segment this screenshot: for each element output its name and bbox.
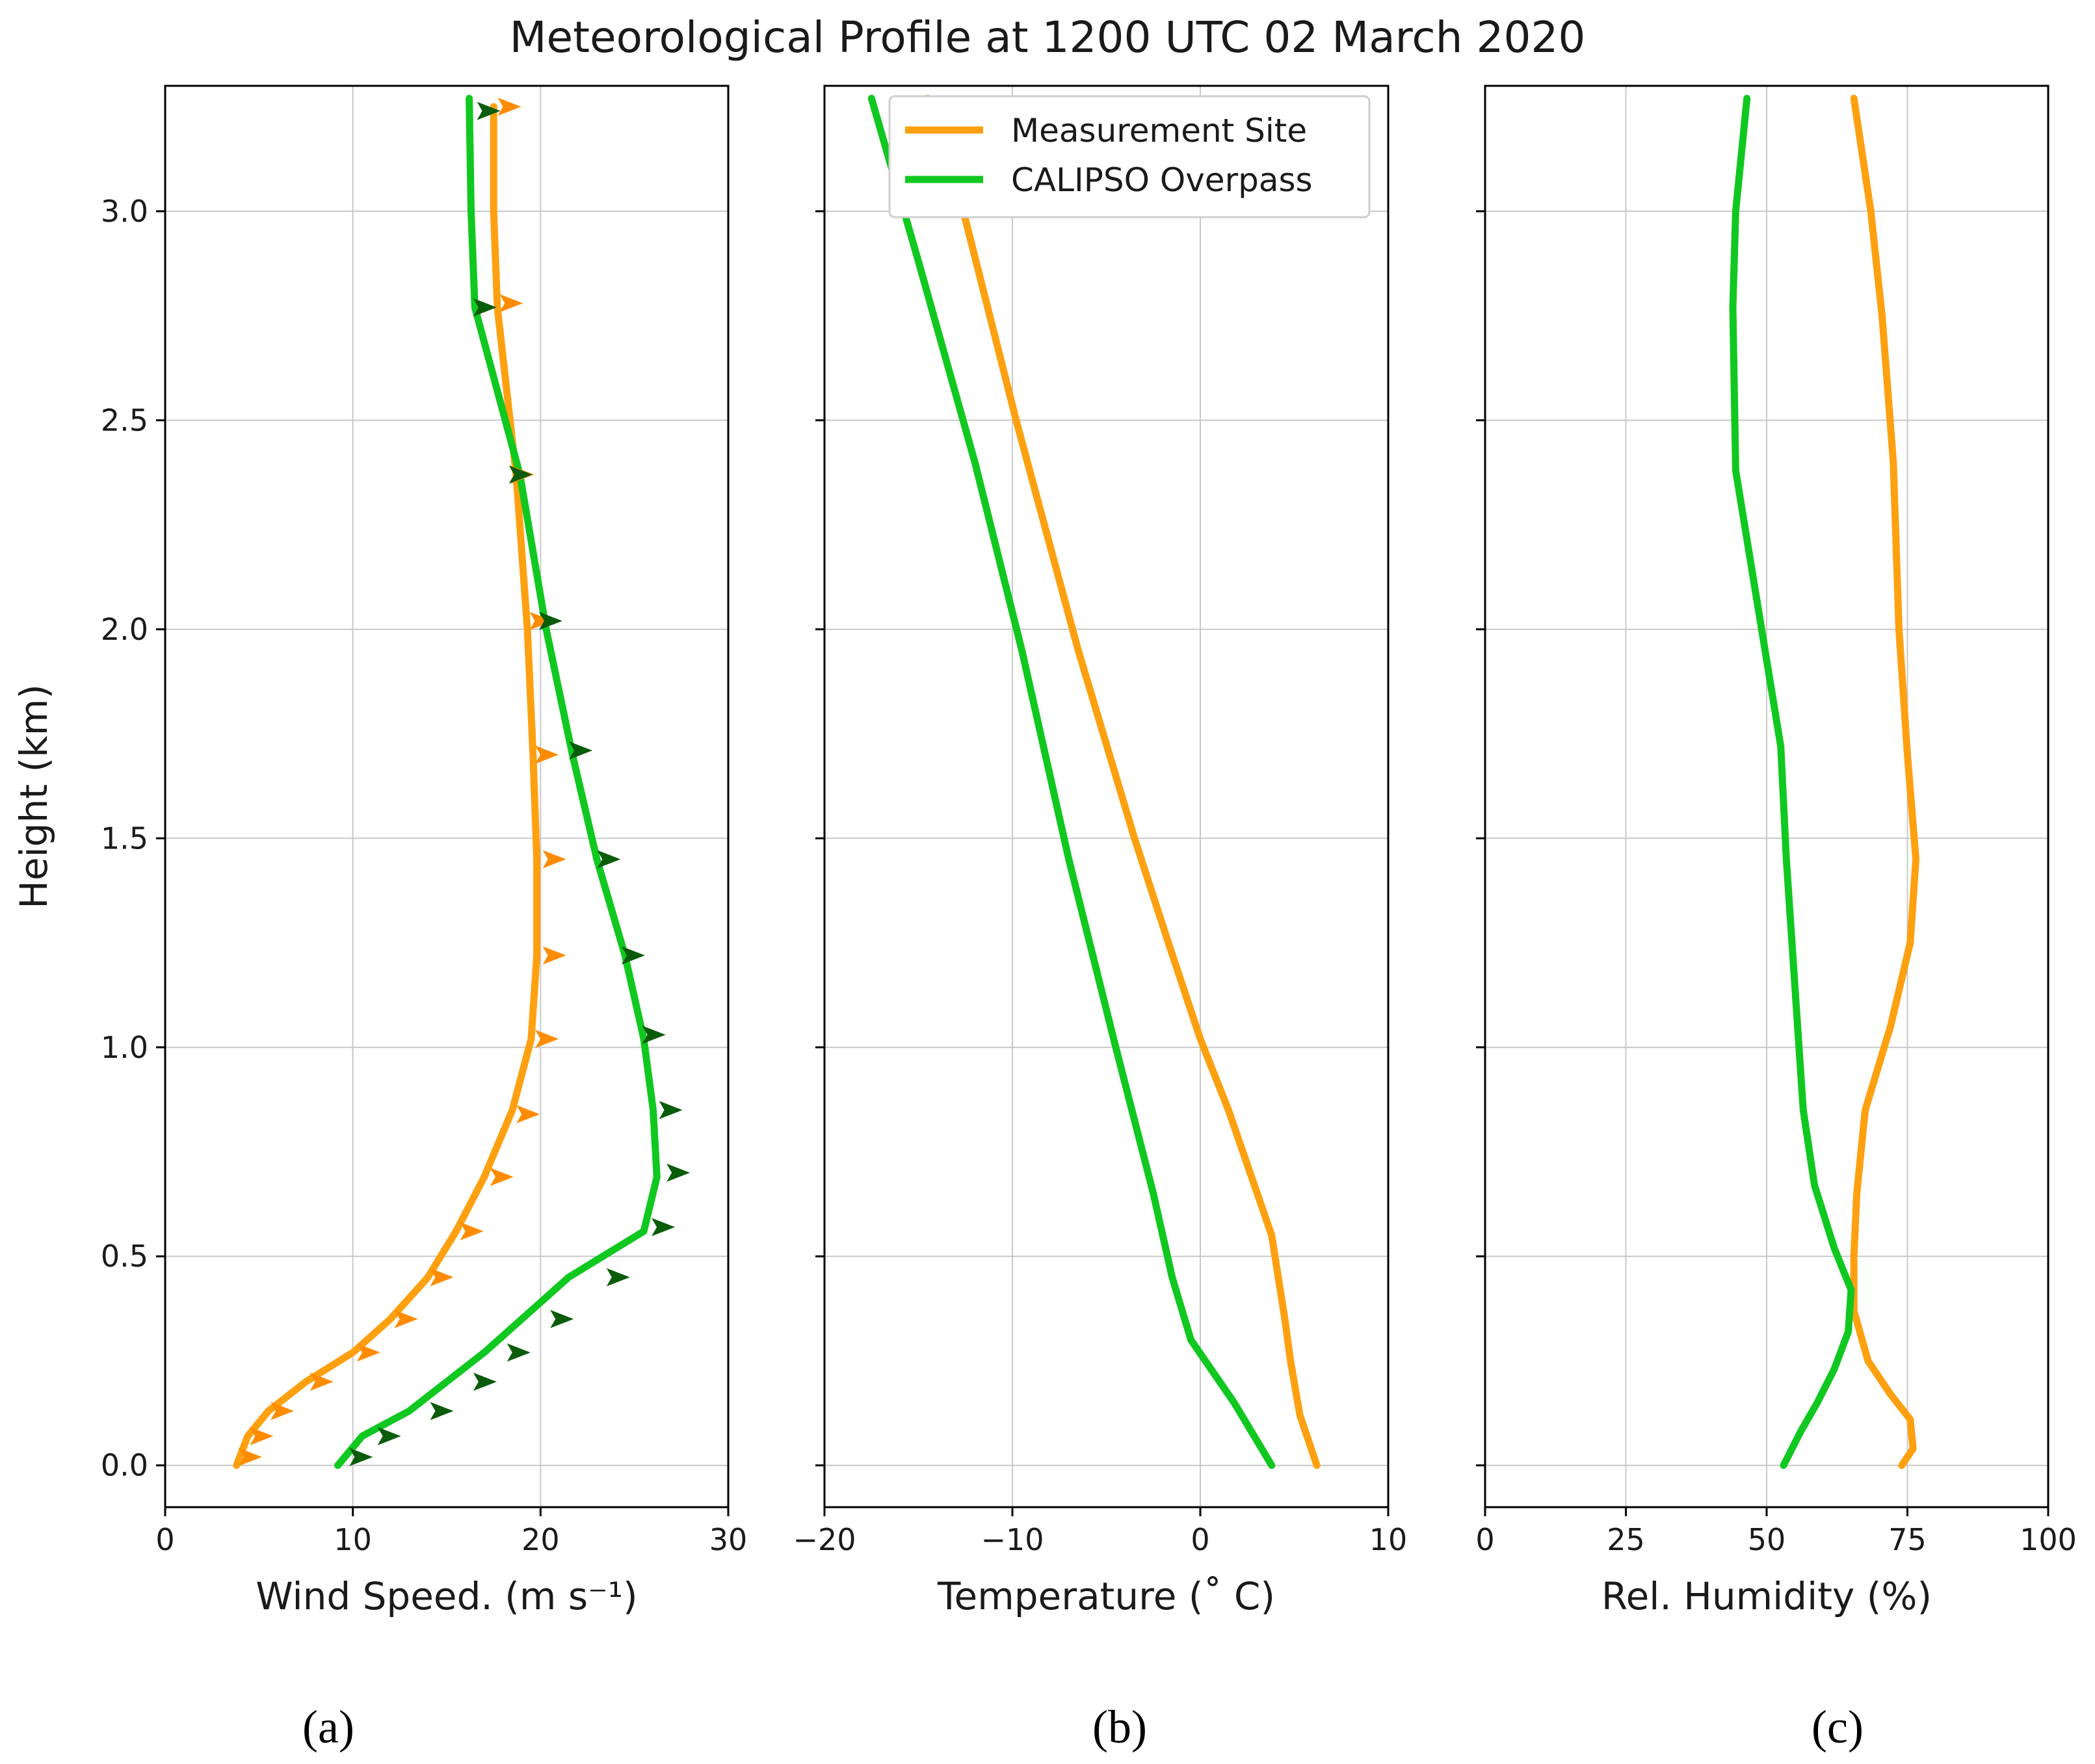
figure-title: Meteorological Profile at 1200 UTC 02 Ma…	[510, 12, 1586, 62]
panel-label-b: (b)	[1092, 1701, 1147, 1753]
panel-c-xtick-label-2: 50	[1748, 1522, 1786, 1557]
panel-a-wind-arrow-calipso-5	[550, 1310, 574, 1328]
panel-a-xtick-label-2: 20	[521, 1522, 560, 1557]
panel-a-wind-arrow-measurement-8	[490, 1168, 514, 1187]
panel-a-wind-arrow-measurement-14	[529, 611, 553, 630]
panel-a-wind-arrow-calipso-9	[659, 1101, 683, 1120]
panel-label-a: (a)	[302, 1701, 354, 1753]
panel-a-ytick-label-2: 1.0	[101, 1030, 148, 1065]
panel-c-series-measurement-line	[1850, 94, 1919, 1469]
panel-a-wind-arrow-calipso-6	[606, 1268, 630, 1287]
panel-c-xtick-label-3: 75	[1888, 1522, 1927, 1557]
panel-a-ytick-label-1: 0.5	[101, 1239, 148, 1274]
panel-a-wind-arrow-calipso-13	[569, 741, 593, 760]
legend-frame	[888, 95, 1371, 218]
panel-a-wind-arrow-measurement-5	[394, 1310, 418, 1328]
panel-a-wind-arrow-measurement-0	[239, 1447, 263, 1466]
panel-a-series-measurement-line	[233, 103, 541, 1469]
panel-b-xtick-label-1: −10	[981, 1522, 1044, 1557]
relative-humidity-panel: 0 25 50 75 100 Rel. Humidity (%)	[1475, 85, 2077, 1618]
panel-a-wind-arrow-measurement-1	[250, 1427, 274, 1445]
legend-label-calipso: CALIPSO Overpass	[1011, 161, 1313, 199]
panel-a-xtick-label-0: 0	[155, 1522, 174, 1557]
panel-a-wind-arrow-measurement-7	[460, 1222, 484, 1241]
panel-a-wind-arrow-calipso-7	[652, 1218, 676, 1237]
panel-a-ytick-label-5: 2.5	[101, 402, 148, 438]
panel-a-wind-arrow-calipso-12	[597, 850, 621, 869]
panel-c-xtick-label-0: 0	[1475, 1522, 1494, 1557]
panel-c-series-calipso-line	[1729, 94, 1855, 1469]
panel-b-xtick-label-0: −20	[793, 1522, 856, 1557]
panel-b-xlabel: Temperature (˚ C)	[937, 1574, 1275, 1618]
panel-c-frame	[1484, 85, 2049, 1508]
panel-a-wind-arrow-measurement-3	[310, 1373, 334, 1391]
panel-c-xlabel: Rel. Humidity (%)	[1601, 1574, 1932, 1618]
panel-a-wind-arrow-calipso-2	[430, 1402, 454, 1421]
panel-a-wind-arrow-calipso-10	[642, 1025, 666, 1044]
panel-a-wind-arrow-measurement-2	[270, 1402, 295, 1421]
panel-a-wind-arrow-calipso-11	[621, 946, 645, 965]
panel-b-series-calipso-line	[867, 94, 1276, 1469]
panel-c-xtick-label-4: 100	[2020, 1522, 2077, 1557]
panel-a-wind-arrow-measurement-13	[535, 745, 559, 764]
panel-a-wind-arrow-measurement-9	[516, 1105, 540, 1124]
panel-b-series-measurement-line	[924, 94, 1321, 1469]
panel-a-wind-arrow-measurement-11	[542, 946, 566, 965]
panel-a-wind-arrow-calipso-3	[473, 1373, 497, 1391]
panel-a-wind-arrow-measurement-4	[356, 1343, 380, 1362]
panel-a-wind-arrow-calipso-0	[349, 1447, 373, 1466]
panel-a-wind-arrow-calipso-15	[508, 465, 533, 484]
panel-b-xtick-label-3: 10	[1369, 1522, 1408, 1557]
temperature-panel: −20 −10 0 10 Temperature (˚ C)	[793, 85, 1408, 1618]
wind-speed-panel: 0 10 20 30 0.0 0.5 1.0 1.5 2.0 2.5 3.0 Wind Speed. …	[12, 85, 748, 1618]
panel-a-ytick-label-3: 1.5	[101, 821, 148, 856]
panel-c-xtick-label-1: 25	[1607, 1522, 1645, 1557]
panel-a-ytick-label-6: 3.0	[101, 194, 148, 229]
legend: Measurement Site CALIPSO Overpass	[888, 95, 1371, 218]
panel-label-c: (c)	[1812, 1701, 1864, 1753]
panel-a-wind-arrow-calipso-4	[507, 1343, 531, 1362]
panel-a-wind-arrow-measurement-17	[497, 98, 521, 116]
panel-a-ytick-label-0: 0.0	[101, 1448, 148, 1483]
panel-a-frame	[164, 85, 730, 1508]
panel-a-xtick-label-1: 10	[334, 1522, 372, 1557]
panel-b-frame	[823, 85, 1390, 1508]
panel-a-wind-arrow-calipso-14	[538, 611, 562, 630]
panel-a-wind-arrow-measurement-6	[430, 1268, 454, 1287]
panel-a-xlabel: Wind Speed. (m s⁻¹)	[256, 1574, 637, 1618]
panel-a-wind-arrow-measurement-12	[542, 850, 566, 869]
panel-a-wind-arrow-measurement-10	[535, 1029, 559, 1048]
panel-a-wind-arrow-calipso-16	[473, 298, 497, 317]
panel-a-xtick-label-3: 30	[709, 1522, 748, 1557]
legend-label-measurement: Measurement Site	[1011, 112, 1307, 150]
panel-a-wind-arrow-calipso-1	[377, 1427, 401, 1445]
panel-b-xtick-label-2: 0	[1191, 1522, 1209, 1557]
panel-a-wind-arrow-measurement-16	[499, 294, 523, 313]
panel-a-ytick-label-4: 2.0	[101, 612, 148, 647]
panel-a-wind-arrow-calipso-17	[477, 101, 501, 120]
panel-a-ylabel: Height (km)	[12, 684, 56, 909]
panel-a-wind-arrow-calipso-8	[666, 1163, 691, 1182]
